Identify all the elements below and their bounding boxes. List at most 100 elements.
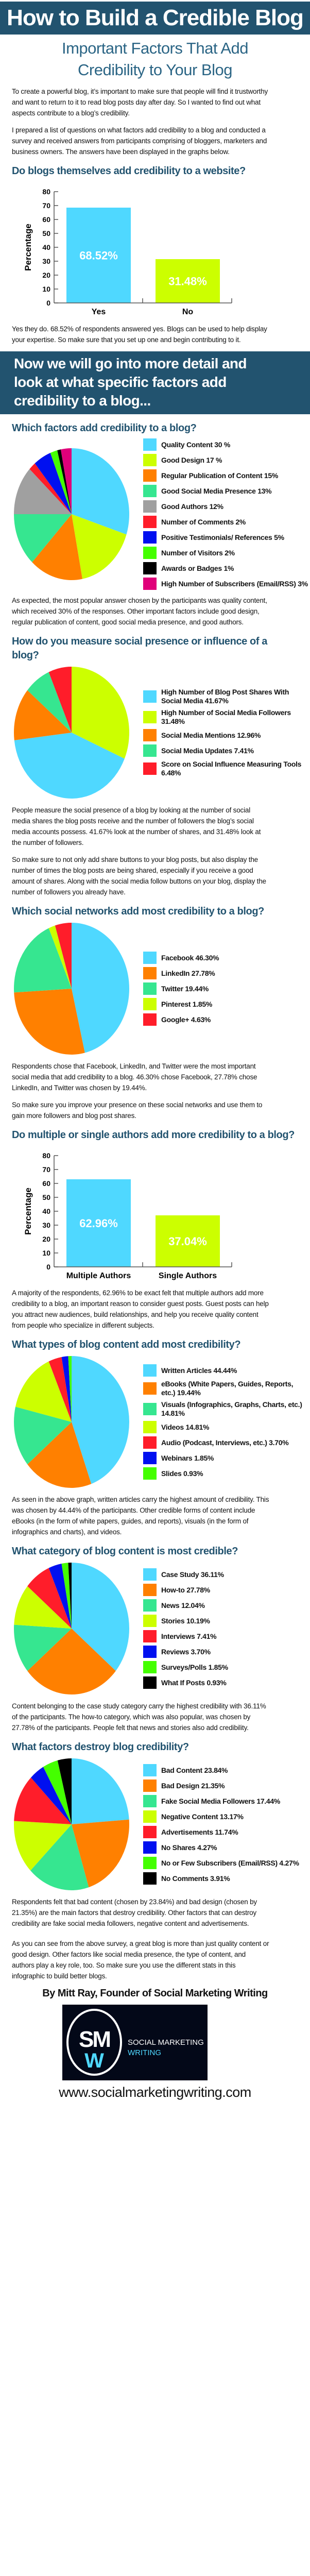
section-paragraph: Respondents felt that bad content (chose…	[12, 1898, 257, 1927]
pie-slice-high-number-of-social-media-followers	[72, 667, 130, 759]
intro-text: To create a powerful blog, it’s importan…	[12, 86, 269, 157]
section-heading: Which factors add credibility to a blog?	[12, 422, 197, 434]
pie-slice-pinterest	[48, 925, 72, 989]
legend-label: Positive Testimonials/ References 5%	[161, 533, 284, 541]
legend-label: No Shares 4.27%	[161, 1843, 217, 1852]
section-text: As seen in the above graph, written arti…	[12, 1494, 269, 1537]
legend-label: Regular Publication of Content 15%	[161, 471, 279, 480]
pie-slice-how-to	[27, 1629, 116, 1694]
logo-line-2: WRITING	[128, 2048, 161, 2057]
legend-label: Bad Design 21.35%	[161, 1781, 225, 1790]
legend-label: What If Posts 0.93%	[161, 1678, 227, 1687]
pie-slice-negative-content	[14, 1821, 72, 1871]
section-paragraph: As expected, the most popular answer cho…	[12, 597, 267, 626]
section-text: People measure the social presence of a …	[12, 805, 269, 897]
pie-slice-linkedin	[14, 989, 85, 1055]
legend-label: Good Design 17 %	[161, 455, 222, 464]
legend-item: Positive Testimonials/ References 5%	[143, 531, 308, 544]
legend-item: Number of Comments 2%	[143, 516, 308, 528]
pie-slice-fake-social-media-followers	[30, 1824, 89, 1890]
legend-label: Number of Comments 2%	[161, 517, 246, 526]
bar	[66, 1179, 131, 1267]
legend-item: Advertisements 11.74%	[143, 1826, 308, 1838]
legend-label: News 12.04%	[161, 1601, 205, 1609]
section-heading: What category of blog content is most cr…	[12, 1546, 238, 1557]
y-tick-label: 20	[42, 271, 50, 279]
y-axis-label: Percentage	[23, 1188, 33, 1235]
legend-item: What If Posts 0.93%	[143, 1676, 308, 1689]
legend-label: Stories 10.19%	[161, 1616, 210, 1625]
legend-swatch	[143, 1599, 157, 1612]
legend: Written Articles 44.44% eBooks (White Pap…	[143, 1364, 308, 1480]
legend-label: Twitter 19.44%	[161, 984, 209, 993]
bar-value-label: 37.04%	[168, 1235, 207, 1248]
legend-item: No Comments 3.91%	[143, 1872, 308, 1885]
legend-swatch	[143, 1857, 157, 1869]
legend-label: Reviews 3.70%	[161, 1647, 211, 1656]
pie-slice-score-on-social-influence-measuring-tools	[48, 667, 72, 733]
section-heading: What factors destroy blog credibility?	[12, 1741, 189, 1753]
pie-slice-high-number-of-subscribers-email-rss	[61, 448, 72, 514]
legend-item: No Shares 4.27%	[143, 1841, 308, 1854]
conclusion-paragraph: As you can see from the above survey, a …	[12, 1940, 269, 1980]
y-tick-label: 60	[42, 1179, 50, 1188]
intro-paragraph: To create a powerful blog, it’s importan…	[12, 88, 268, 117]
legend-swatch	[143, 1452, 157, 1464]
legend-label: Written Articles 44.44%	[161, 1366, 237, 1375]
legend-swatch	[143, 469, 157, 482]
legend-swatch	[143, 998, 157, 1010]
legend-swatch	[143, 1421, 157, 1433]
pie-slice-bad-content	[72, 1758, 129, 1824]
y-tick-label: 30	[42, 1221, 50, 1229]
y-tick-label: 10	[42, 285, 50, 293]
pie-slice-ebooks-white-papers-guides-reports-etc	[27, 1422, 92, 1488]
legend-label: High Number of Subscribers (Email/RSS) 3…	[161, 579, 308, 588]
pie-slice-news	[13, 1624, 72, 1671]
legend-item: Good Design 17 %	[143, 454, 308, 466]
website-url[interactable]: www.socialmarketingwriting.com	[59, 2084, 251, 2100]
legend-label: Social Media Updates 7.41%	[161, 746, 254, 755]
legend-item: High Number of Blog Post Shares With Soc…	[143, 688, 308, 705]
legend-item: How-to 27.78%	[143, 1584, 308, 1596]
y-tick-label: 70	[42, 201, 50, 210]
logo-line-1: SOCIAL MARKETING	[128, 2038, 204, 2047]
y-tick-label: 80	[42, 188, 50, 196]
legend-label: eBooks (White Papers, Guides, Reports, e…	[161, 1380, 294, 1397]
y-tick-label: 0	[46, 299, 50, 307]
legend-item: News 12.04%	[143, 1599, 308, 1612]
pie-slice-no-or-few-subscribers-email-rss	[43, 1760, 72, 1824]
x-category-label: No	[182, 308, 194, 316]
legend-swatch	[143, 744, 157, 757]
legend-item: Interviews 7.41%	[143, 1630, 308, 1642]
pie-slice-surveys-polls	[61, 1563, 72, 1629]
y-tick-label: 80	[42, 1151, 50, 1160]
pie-slice-good-authors	[14, 469, 72, 514]
y-tick-label: 30	[42, 257, 50, 265]
pie-chart-content-types	[13, 1356, 130, 1488]
section-text: Content belonging to the case study cate…	[12, 1701, 269, 1733]
legend-item: Written Articles 44.44%	[143, 1364, 308, 1377]
pie-slice-written-articles	[72, 1356, 130, 1484]
section-paragraph: So make sure to not only add share butto…	[12, 856, 266, 896]
pie-slice-case-study	[72, 1563, 129, 1671]
pie-slice-google	[55, 923, 72, 989]
pie-chart-credibility-factors	[14, 448, 129, 580]
legend-item: High Number of Subscribers (Email/RSS) 3…	[143, 578, 308, 590]
legend-swatch	[143, 1646, 157, 1658]
bar	[156, 259, 220, 303]
legend-swatch	[143, 982, 157, 995]
legend-item: High Number of Social Media Followers 31…	[143, 708, 308, 726]
section-paragraph: Respondents chose that Facebook, LinkedI…	[12, 1062, 257, 1092]
legend-item: Reviews 3.70%	[143, 1646, 308, 1658]
pie-chart-social-networks	[14, 923, 130, 1055]
subtitle-line-2: Credibility to Your Blog	[78, 61, 232, 79]
legend-item: Slides 0.93%	[143, 1467, 308, 1480]
logo-mark-icon: SM W SOCIAL MARKETING WRITING	[66, 2009, 204, 2076]
section-heading: Which social networks add most credibili…	[12, 906, 264, 917]
legend-label: Videos 14.81%	[161, 1422, 210, 1431]
bar-value-label: 68.52%	[79, 249, 118, 262]
legend-label: LinkedIn 27.78%	[161, 969, 215, 977]
section-text: Respondents felt that bad content (chose…	[12, 1896, 269, 1929]
subtitle-line-1: Important Factors That Add	[61, 39, 249, 57]
legend-label: High Number of Social Media Followers 31…	[161, 708, 291, 725]
